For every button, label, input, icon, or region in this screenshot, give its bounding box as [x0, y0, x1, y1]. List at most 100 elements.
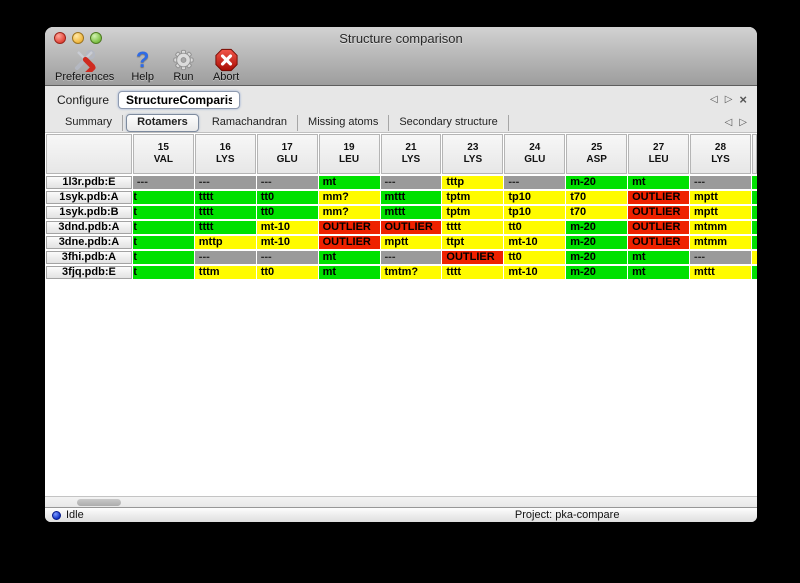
rotamer-cell[interactable]: mtmm: [690, 236, 751, 249]
column-header-23[interactable]: 23 LYS: [442, 134, 504, 174]
rotamer-cell[interactable]: mt-10: [256, 236, 318, 249]
column-header-15[interactable]: 15 VAL: [132, 134, 194, 174]
rotamer-cell[interactable]: OUTLIER: [380, 221, 442, 234]
rotamer-cell[interactable]: tttt: [194, 206, 256, 219]
rotamer-cell[interactable]: ---: [194, 176, 256, 189]
next-configuration-icon[interactable]: ▷: [724, 94, 733, 105]
rotamer-cell-clipped[interactable]: [751, 221, 757, 234]
rotamer-cell[interactable]: mt: [628, 266, 690, 279]
rotamer-cell[interactable]: ---: [256, 251, 318, 264]
column-header-28[interactable]: 28 LYS: [690, 134, 751, 174]
rotamer-cell[interactable]: tttm: [194, 266, 256, 279]
rotamer-cell[interactable]: mt: [628, 176, 690, 189]
rotamer-cell[interactable]: mptt: [380, 236, 442, 249]
zoom-window-button[interactable]: [90, 32, 102, 44]
rotamer-cell[interactable]: OUTLIER: [318, 236, 380, 249]
rotamer-cell[interactable]: m-20: [566, 266, 628, 279]
rotamer-cell[interactable]: m-20: [566, 221, 628, 234]
rotamer-cell[interactable]: mt-10: [504, 266, 566, 279]
row-label[interactable]: 1l3r.pdb:E: [46, 176, 132, 189]
rotamer-cell[interactable]: mt: [318, 251, 380, 264]
tab-rotamers[interactable]: Rotamers: [126, 113, 199, 132]
rotamer-cell[interactable]: ---: [504, 176, 566, 189]
rotamer-cell[interactable]: mt: [628, 251, 690, 264]
column-header-17[interactable]: 17 GLU: [256, 134, 318, 174]
rotamer-cell-clipped[interactable]: [751, 236, 757, 249]
rotamer-cell-clipped[interactable]: [751, 251, 757, 264]
rotamer-cell[interactable]: mt: [318, 176, 380, 189]
column-header-27[interactable]: 27 LEU: [628, 134, 690, 174]
rotamer-cell[interactable]: ---: [380, 251, 442, 264]
rotamer-cell[interactable]: ---: [194, 251, 256, 264]
rotamer-cell[interactable]: mttt: [380, 206, 442, 219]
rotamer-cell-clipped[interactable]: [751, 206, 757, 219]
rotamer-cell[interactable]: mm?: [318, 191, 380, 204]
toolbar-button-preferences[interactable]: Preferences: [55, 48, 114, 83]
rotamer-cell[interactable]: tttt: [442, 266, 504, 279]
rotamer-cell[interactable]: mptt: [690, 191, 751, 204]
rotamer-cell[interactable]: t: [132, 191, 194, 204]
rotamer-cell[interactable]: OUTLIER: [628, 206, 690, 219]
row-label[interactable]: 1syk.pdb:B: [46, 206, 132, 219]
rotamer-cell[interactable]: OUTLIER: [628, 236, 690, 249]
rotamer-cell[interactable]: OUTLIER: [628, 191, 690, 204]
rotamer-cell[interactable]: tt0: [504, 221, 566, 234]
scroll-tabs-right-icon[interactable]: ▷: [739, 117, 747, 128]
rotamer-cell[interactable]: ---: [256, 176, 318, 189]
toolbar-button-help[interactable]: ? Help: [131, 48, 154, 83]
row-label[interactable]: 3fjq.pdb:E: [46, 266, 132, 279]
rotamer-cell[interactable]: mt-10: [256, 221, 318, 234]
rotamer-cell[interactable]: tt0: [256, 191, 318, 204]
rotamer-cell[interactable]: ttpt: [442, 236, 504, 249]
rotamer-cell[interactable]: mttt: [380, 191, 442, 204]
minimize-window-button[interactable]: [72, 32, 84, 44]
rotamer-cell[interactable]: mptt: [690, 206, 751, 219]
rotamer-cell[interactable]: OUTLIER: [628, 221, 690, 234]
rotamer-cell[interactable]: tp10: [504, 206, 566, 219]
column-header-25[interactable]: 25 ASP: [566, 134, 628, 174]
rotamer-cell[interactable]: mt: [318, 266, 380, 279]
row-label[interactable]: 1syk.pdb:A: [46, 191, 132, 204]
rotamer-cell[interactable]: OUTLIER: [442, 251, 504, 264]
rotamer-cell[interactable]: OUTLIER: [318, 221, 380, 234]
rotamer-cell[interactable]: tt0: [504, 251, 566, 264]
rotamer-cell[interactable]: ---: [380, 176, 442, 189]
rotamer-cell[interactable]: tp10: [504, 191, 566, 204]
rotamer-cell[interactable]: tptm: [442, 206, 504, 219]
close-configuration-icon[interactable]: ×: [739, 91, 747, 107]
row-label[interactable]: 3fhi.pdb:A: [46, 251, 132, 264]
column-header-19[interactable]: 19 LEU: [318, 134, 380, 174]
rotamer-cell-clipped[interactable]: [751, 191, 757, 204]
rotamer-cell[interactable]: mttp: [194, 236, 256, 249]
rotamer-cell[interactable]: m-20: [566, 251, 628, 264]
rotamer-cell[interactable]: t70: [566, 191, 628, 204]
tab-summary[interactable]: Summary: [55, 114, 124, 131]
tab-secondary-structure[interactable]: Secondary structure: [389, 114, 509, 131]
rotamer-cell[interactable]: tt0: [256, 266, 318, 279]
rotamer-cell[interactable]: m-20: [566, 176, 628, 189]
rotamer-cell[interactable]: tmtm?: [380, 266, 442, 279]
scroll-tabs-left-icon[interactable]: ◁: [724, 117, 733, 128]
row-label[interactable]: 3dne.pdb:A: [46, 236, 132, 249]
scrollbar-thumb[interactable]: [77, 499, 121, 506]
close-window-button[interactable]: [54, 32, 66, 44]
rotamer-cell[interactable]: tttp: [442, 176, 504, 189]
tab-ramachandran[interactable]: Ramachandran: [202, 114, 299, 131]
rotamer-cell[interactable]: ---: [690, 176, 751, 189]
rotamer-cell[interactable]: t: [132, 236, 194, 249]
rotamer-cell-clipped[interactable]: [751, 266, 757, 279]
configure-field[interactable]: [118, 90, 241, 109]
rotamer-cell[interactable]: ---: [690, 251, 751, 264]
rotamer-cell[interactable]: t: [132, 266, 194, 279]
titlebar[interactable]: Structure comparison: [45, 27, 757, 49]
column-header-24[interactable]: 24 GLU: [504, 134, 566, 174]
rotamer-cell-clipped[interactable]: [751, 176, 757, 189]
row-label[interactable]: 3dnd.pdb:A: [46, 221, 132, 234]
rotamer-cell[interactable]: tttt: [194, 221, 256, 234]
toolbar-button-abort[interactable]: Abort: [213, 48, 239, 83]
rotamer-cell[interactable]: mm?: [318, 206, 380, 219]
rotamer-cell[interactable]: tttt: [442, 221, 504, 234]
rotamer-cell[interactable]: mttt: [690, 266, 751, 279]
rotamer-cell[interactable]: t: [132, 221, 194, 234]
rotamer-cell[interactable]: tt0: [256, 206, 318, 219]
